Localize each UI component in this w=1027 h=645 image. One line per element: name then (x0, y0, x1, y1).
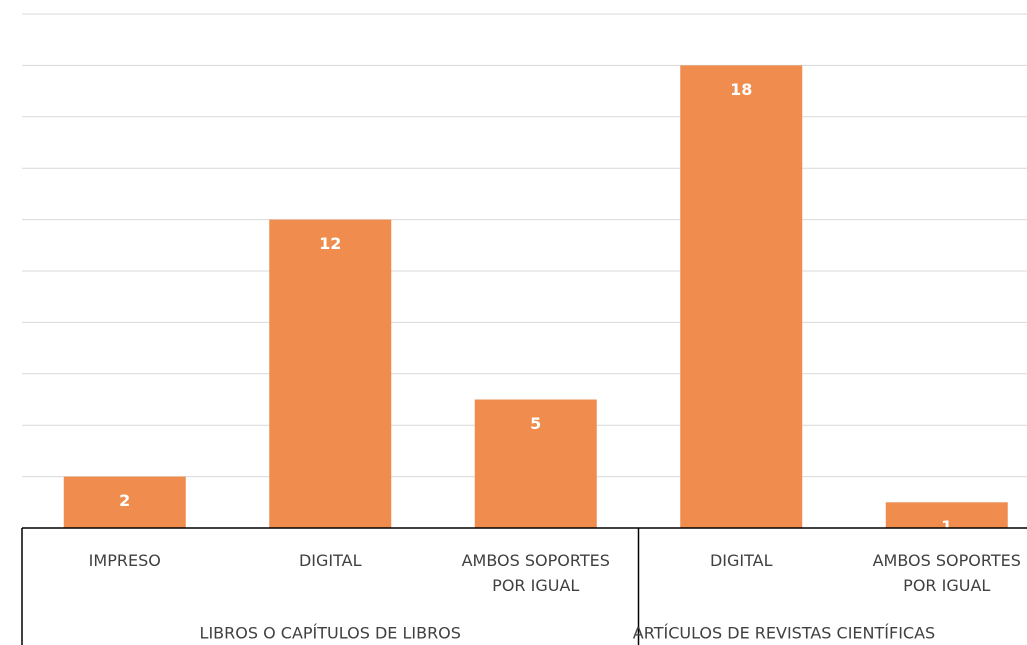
bar (680, 65, 803, 529)
bar (885, 502, 1008, 528)
x-tick-label-box: IMPRESO (88, 551, 161, 570)
x-tick-label-box: DIGITAL (709, 551, 773, 570)
x-tick-label: IMPRESO (88, 551, 161, 570)
data-label: 2 (119, 491, 130, 510)
x-tick-label-box: DIGITAL (298, 551, 362, 570)
bar (63, 476, 186, 528)
group-label: LIBROS O CAPÍTULOS DE LIBROS (200, 624, 461, 643)
x-tick-label-box: AMBOS SOPORTES POR IGUAL (872, 551, 1021, 595)
data-label: 1 (941, 517, 952, 536)
data-label: 12 (319, 234, 341, 253)
bar (269, 219, 392, 528)
x-tick-label: AMBOS SOPORTES POR IGUAL (872, 551, 1021, 595)
bar (474, 399, 597, 528)
x-tick-label-box: AMBOS SOPORTES POR IGUAL (461, 551, 610, 595)
x-tick-label: DIGITAL (298, 551, 362, 570)
group-label: ARTÍCULOS DE REVISTAS CIENTÍFICAS (633, 624, 935, 643)
x-tick-label: AMBOS SOPORTES POR IGUAL (461, 551, 610, 595)
data-label: 5 (530, 414, 541, 433)
x-tick-label: DIGITAL (709, 551, 773, 570)
data-label: 18 (730, 80, 752, 99)
